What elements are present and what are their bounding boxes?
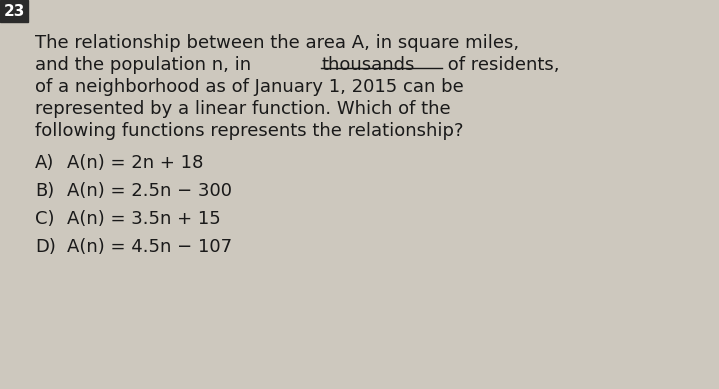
Text: B): B) xyxy=(35,182,54,200)
Text: The relationship between the area A, in square miles,: The relationship between the area A, in … xyxy=(35,34,519,52)
Text: thousands: thousands xyxy=(321,56,415,74)
Text: and the population n, in: and the population n, in xyxy=(35,56,257,74)
Text: following functions represents the relationship?: following functions represents the relat… xyxy=(35,122,464,140)
Text: represented by a linear function. Which of the: represented by a linear function. Which … xyxy=(35,100,451,118)
Text: A(n) = 4.5n − 107: A(n) = 4.5n − 107 xyxy=(67,238,232,256)
Text: A(n) = 2n + 18: A(n) = 2n + 18 xyxy=(67,154,203,172)
Text: D): D) xyxy=(35,238,56,256)
Text: C): C) xyxy=(35,210,55,228)
Text: A(n) = 2.5n − 300: A(n) = 2.5n − 300 xyxy=(67,182,232,200)
Text: A): A) xyxy=(35,154,55,172)
Text: A(n) = 3.5n + 15: A(n) = 3.5n + 15 xyxy=(67,210,221,228)
Text: of a neighborhood as of January 1, 2015 can be: of a neighborhood as of January 1, 2015 … xyxy=(35,78,464,96)
Text: of residents,: of residents, xyxy=(441,56,559,74)
Bar xyxy=(0,0,28,22)
Text: 23: 23 xyxy=(4,4,24,19)
